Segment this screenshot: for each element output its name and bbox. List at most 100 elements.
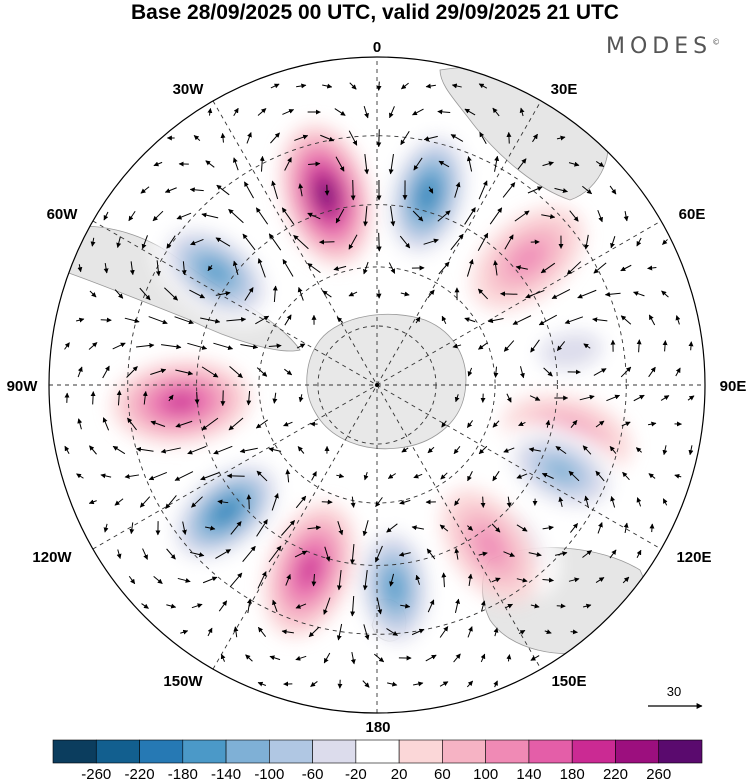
wind-arrow (376, 81, 382, 91)
wind-arrow (152, 210, 164, 222)
wind-arrow (187, 342, 208, 350)
wind-arrow (564, 316, 584, 325)
wind-arrow (542, 525, 554, 531)
wind-arrow (620, 366, 632, 378)
wind-arrow (150, 368, 167, 375)
wind-arrow (622, 576, 630, 584)
wind-arrow (323, 597, 331, 615)
wind-arrow (376, 232, 382, 252)
wind-arrow (181, 521, 187, 535)
wind-arrow (90, 237, 96, 247)
wind-arrow (439, 681, 449, 687)
wind-arrow (478, 83, 488, 89)
wind-arrow (623, 211, 629, 222)
wind-arrow (323, 652, 331, 664)
wind-arrow (215, 549, 231, 559)
wind-arrow (411, 628, 425, 636)
wind-arrow (500, 291, 518, 297)
label-60e: 60E (679, 206, 706, 223)
wind-arrow (215, 237, 231, 247)
wind-arrow (593, 368, 607, 376)
wind-arrow (649, 523, 655, 533)
wind-arrow (311, 471, 317, 481)
wind-arrow (412, 210, 424, 222)
wind-arrow (153, 161, 163, 167)
wind-arrow (322, 83, 333, 89)
wind-arrow (662, 445, 668, 456)
label-90e: 90E (720, 378, 747, 395)
wind-arrow (489, 207, 503, 225)
wind-arrow (363, 471, 369, 481)
wind-arrow (174, 316, 194, 325)
wind-arrow (622, 471, 630, 481)
wind-arrow (246, 132, 252, 144)
wind-arrow (77, 418, 83, 430)
wind-arrow (229, 365, 243, 379)
wind-arrow (349, 82, 357, 90)
wind-arrow (334, 108, 346, 116)
wind-arrow (139, 496, 151, 508)
wind-arrow (517, 158, 527, 170)
wind-arrow (491, 523, 501, 533)
colorbar-swatch (528, 739, 573, 764)
wind-arrow (362, 680, 370, 688)
wind-arrow (543, 367, 553, 377)
wind-arrow (284, 157, 292, 171)
wind-arrow (285, 469, 291, 483)
wind-arrow (257, 681, 267, 687)
wind-arrow (256, 367, 268, 377)
wind-arrow (506, 131, 512, 144)
wind-arrow (207, 265, 213, 272)
wind-arrow (516, 577, 528, 583)
anomaly-contour (545, 459, 578, 483)
wind-arrow (335, 156, 345, 172)
wind-arrow (388, 262, 396, 274)
wind-arrow (272, 599, 278, 613)
wind-arrow (168, 394, 174, 402)
wind-arrow (538, 314, 558, 326)
wind-arrow (255, 315, 270, 325)
wind-arrow (635, 447, 643, 453)
wind-arrow (88, 499, 97, 505)
wind-arrow (232, 260, 239, 276)
wind-arrow (466, 258, 474, 277)
wind-arrow (175, 420, 193, 428)
wind-arrow (466, 680, 474, 688)
colorbar-tick-label: 100 (473, 766, 498, 783)
wind-arrow (161, 344, 182, 350)
wind-arrow (141, 235, 148, 250)
wind-arrow (503, 551, 515, 557)
wind-arrow (376, 597, 383, 615)
wind-arrow (255, 207, 269, 225)
wind-arrow (688, 445, 694, 456)
wind-arrow (270, 83, 280, 89)
wind-arrow (373, 653, 385, 663)
colorbar-tick-label: 20 (391, 766, 408, 783)
wind-arrow (386, 523, 398, 533)
wind-arrow (336, 317, 344, 323)
wind-arrow (558, 496, 564, 508)
wind-arrow (350, 496, 356, 508)
wind-arrow (295, 655, 307, 661)
wind-arrow (450, 134, 464, 142)
wind-arrow (595, 161, 605, 167)
wind-arrow (166, 603, 177, 609)
wind-arrow (335, 208, 345, 224)
wind-arrow (399, 499, 411, 505)
anomaly-center (165, 455, 288, 568)
wind-arrow (191, 603, 203, 609)
wind-arrow (175, 369, 194, 376)
wind-arrow (492, 107, 500, 117)
wind-arrow (128, 210, 136, 222)
anomaly-contour (386, 573, 404, 602)
wind-arrow (337, 521, 344, 536)
wind-arrow (648, 366, 656, 378)
wind-arrow (451, 83, 462, 89)
wind-arrow (556, 135, 566, 141)
wind-arrow (492, 470, 500, 482)
wind-arrow (100, 473, 112, 479)
wind-arrow (255, 419, 268, 429)
wind-arrow (487, 317, 504, 324)
wind-arrow (582, 185, 593, 195)
wind-arrow (176, 212, 192, 220)
